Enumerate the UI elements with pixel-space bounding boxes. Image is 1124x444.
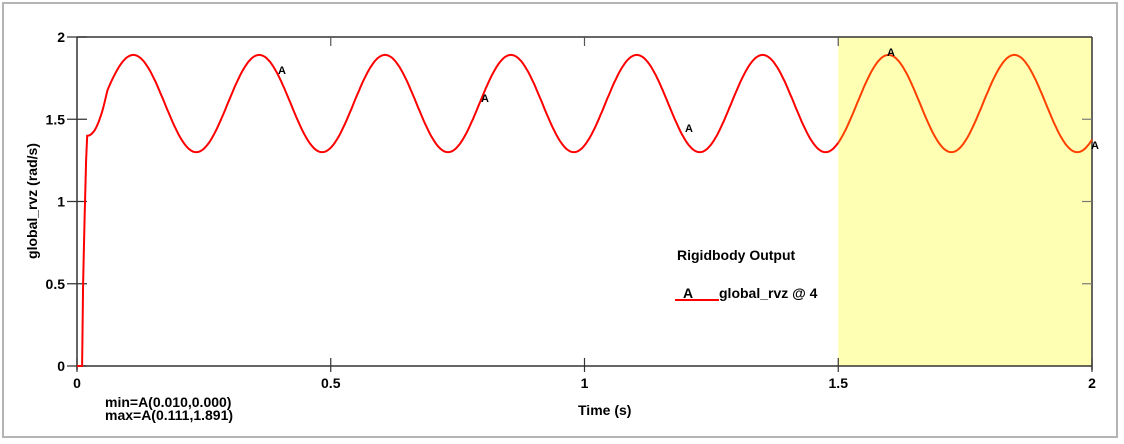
data-marker: A bbox=[481, 93, 489, 105]
data-marker: A bbox=[685, 123, 693, 135]
legend-entry[interactable]: A global_rvz @ 4 bbox=[675, 285, 817, 301]
legend-entry-label: global_rvz @ 4 bbox=[719, 285, 818, 301]
x-tick-label: 2 bbox=[1088, 375, 1096, 391]
y-tick-label: 2 bbox=[57, 29, 65, 45]
x-tick-label: 1 bbox=[581, 375, 589, 391]
y-tick-label: 0.5 bbox=[46, 276, 66, 292]
x-axis-title: Time (s) bbox=[578, 402, 632, 418]
data-marker: A bbox=[887, 47, 895, 59]
stats-annotation: min=A(0.010,0.000) max=A(0.111,1.891) bbox=[105, 394, 234, 423]
y-axis-title: global_rvz (rad/s) bbox=[24, 143, 40, 259]
legend-line-icon bbox=[675, 299, 719, 301]
data-marker: A bbox=[1091, 140, 1099, 152]
legend-line-swatch: A bbox=[675, 285, 719, 301]
x-tick-label: 0 bbox=[73, 375, 81, 391]
x-tick-label: 0.5 bbox=[321, 375, 341, 391]
x-tick-label: 1.5 bbox=[829, 375, 849, 391]
legend-title: Rigidbody Output bbox=[677, 247, 796, 263]
y-tick-label: 0 bbox=[57, 358, 65, 374]
highlight-region[interactable] bbox=[838, 37, 1092, 366]
data-marker: A bbox=[278, 65, 286, 77]
stats-min: min=A(0.010,0.000) bbox=[105, 394, 232, 410]
y-tick-label: 1.5 bbox=[46, 111, 66, 127]
series-line-segment[interactable] bbox=[77, 53, 840, 367]
legend-symbol: A bbox=[683, 285, 694, 301]
series-line-highlighted-segment[interactable] bbox=[837, 53, 1093, 154]
data-markers: A A A A A bbox=[278, 47, 1099, 152]
y-tick-label: 1 bbox=[57, 194, 65, 210]
series-line[interactable] bbox=[77, 53, 1093, 367]
stats-max: max=A(0.111,1.891) bbox=[105, 407, 234, 423]
